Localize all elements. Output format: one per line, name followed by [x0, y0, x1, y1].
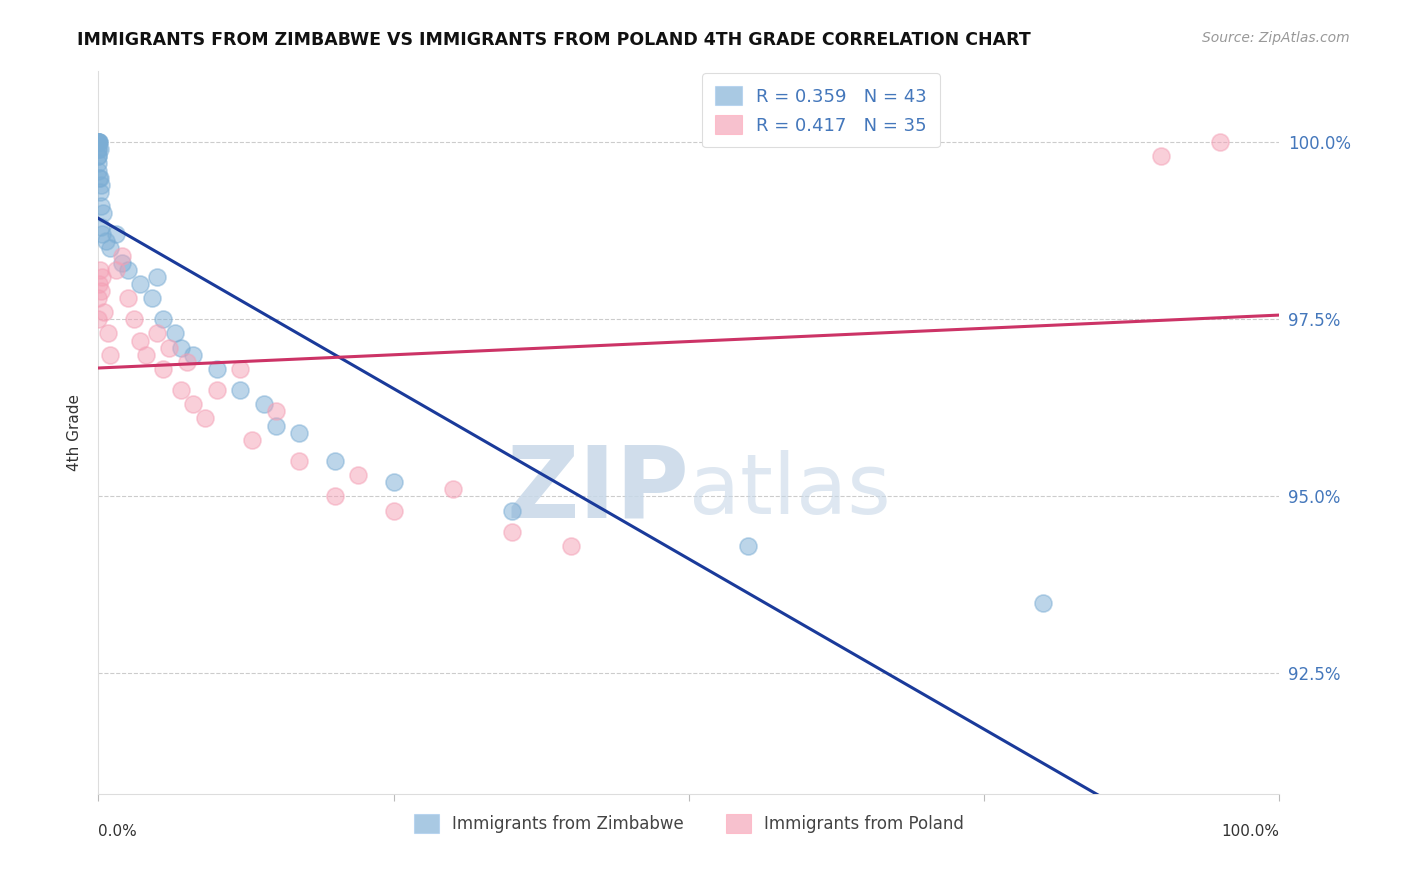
Point	[264, 418, 287, 433]
Point	[288, 425, 311, 440]
Point	[87, 149, 110, 163]
Point	[205, 383, 228, 397]
Point	[194, 411, 217, 425]
Point	[91, 206, 114, 220]
Point	[323, 454, 346, 468]
Point	[181, 348, 204, 362]
Point	[105, 227, 128, 242]
Point	[117, 262, 139, 277]
Point	[91, 269, 114, 284]
Point	[152, 362, 174, 376]
Text: Source: ZipAtlas.com: Source: ZipAtlas.com	[1202, 31, 1350, 45]
Point	[90, 220, 112, 235]
Point	[229, 362, 252, 376]
Point	[240, 433, 263, 447]
Text: 100.0%: 100.0%	[1222, 824, 1279, 839]
Point	[441, 483, 464, 497]
Point	[128, 277, 150, 291]
Point	[1150, 149, 1173, 163]
Point	[94, 235, 117, 249]
Point	[89, 185, 111, 199]
Point	[253, 397, 276, 411]
Point	[117, 291, 139, 305]
Point	[97, 326, 120, 341]
Point	[87, 170, 110, 185]
Point	[89, 142, 111, 156]
Legend: Immigrants from Zimbabwe, Immigrants from Poland: Immigrants from Zimbabwe, Immigrants fro…	[408, 808, 970, 839]
Point	[87, 277, 110, 291]
Point	[87, 149, 110, 163]
Point	[87, 135, 110, 149]
Point	[165, 326, 187, 341]
Point	[264, 404, 287, 418]
Text: atlas: atlas	[689, 450, 890, 531]
Point	[105, 262, 128, 277]
Point	[176, 355, 198, 369]
Point	[229, 383, 252, 397]
Point	[501, 524, 523, 539]
Point	[87, 163, 110, 178]
Text: ZIP: ZIP	[506, 442, 689, 539]
Point	[382, 475, 405, 490]
Point	[560, 539, 582, 553]
Point	[87, 142, 110, 156]
Point	[98, 242, 121, 256]
Point	[170, 383, 193, 397]
Point	[122, 312, 145, 326]
Point	[288, 454, 311, 468]
Point	[128, 334, 150, 348]
Point	[205, 362, 228, 376]
Point	[90, 284, 112, 298]
Point	[93, 305, 115, 319]
Point	[111, 255, 134, 269]
Point	[90, 199, 112, 213]
Point	[87, 312, 110, 326]
Point	[1209, 135, 1232, 149]
Point	[146, 269, 169, 284]
Y-axis label: 4th Grade: 4th Grade	[67, 394, 83, 471]
Point	[737, 539, 759, 553]
Point	[111, 248, 134, 262]
Text: IMMIGRANTS FROM ZIMBABWE VS IMMIGRANTS FROM POLAND 4TH GRADE CORRELATION CHART: IMMIGRANTS FROM ZIMBABWE VS IMMIGRANTS F…	[77, 31, 1031, 49]
Point	[135, 348, 157, 362]
Point	[87, 142, 110, 156]
Point	[181, 397, 204, 411]
Point	[170, 341, 193, 355]
Text: 0.0%: 0.0%	[98, 824, 138, 839]
Point	[347, 468, 370, 483]
Point	[87, 135, 110, 149]
Point	[152, 312, 174, 326]
Point	[91, 227, 114, 242]
Point	[87, 156, 110, 170]
Point	[90, 178, 112, 192]
Point	[98, 348, 121, 362]
Point	[87, 135, 110, 149]
Point	[501, 503, 523, 517]
Point	[141, 291, 163, 305]
Point	[89, 262, 111, 277]
Point	[89, 170, 111, 185]
Point	[87, 135, 110, 149]
Point	[157, 341, 180, 355]
Point	[87, 135, 110, 149]
Point	[1032, 596, 1054, 610]
Point	[146, 326, 169, 341]
Point	[323, 489, 346, 503]
Point	[87, 291, 110, 305]
Point	[87, 135, 110, 149]
Point	[382, 503, 405, 517]
